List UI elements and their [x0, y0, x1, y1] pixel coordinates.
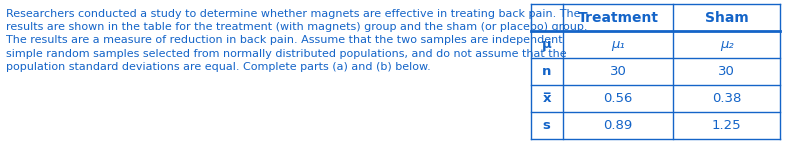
- Text: Researchers conducted a study to determine whether magnets are effective in trea: Researchers conducted a study to determi…: [6, 9, 588, 72]
- Text: Treatment: Treatment: [578, 11, 659, 25]
- Text: Sham: Sham: [705, 11, 748, 25]
- Text: 0.38: 0.38: [712, 92, 741, 105]
- Text: 0.89: 0.89: [604, 119, 633, 132]
- Text: 30: 30: [610, 65, 626, 78]
- Text: μ: μ: [542, 38, 552, 51]
- Text: 0.56: 0.56: [604, 92, 633, 105]
- Text: μ₂: μ₂: [720, 38, 733, 51]
- Text: 30: 30: [718, 65, 735, 78]
- Text: 1.25: 1.25: [712, 119, 741, 132]
- Text: s: s: [543, 119, 551, 132]
- Text: x̅: x̅: [542, 92, 551, 105]
- Text: μ₁: μ₁: [612, 38, 625, 51]
- Text: n: n: [542, 65, 552, 78]
